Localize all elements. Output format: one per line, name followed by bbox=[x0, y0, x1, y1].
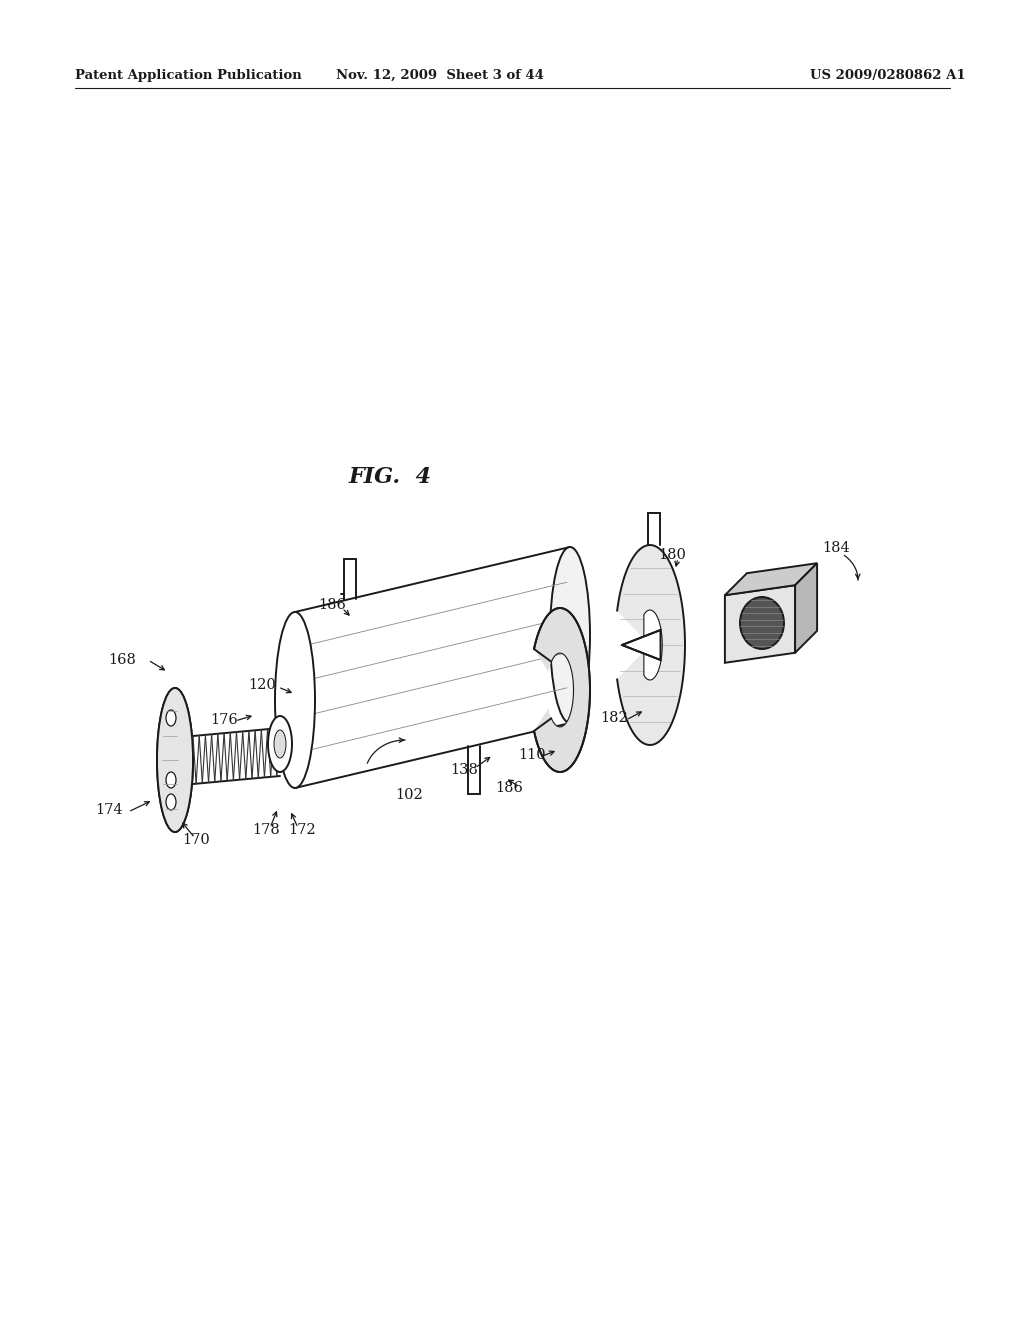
Polygon shape bbox=[617, 545, 685, 744]
Text: Nov. 12, 2009  Sheet 3 of 44: Nov. 12, 2009 Sheet 3 of 44 bbox=[336, 69, 544, 82]
Ellipse shape bbox=[275, 612, 315, 788]
Text: 172: 172 bbox=[288, 822, 315, 837]
Ellipse shape bbox=[166, 795, 176, 810]
Text: US 2009/0280862 A1: US 2009/0280862 A1 bbox=[810, 69, 966, 82]
Text: 168: 168 bbox=[108, 653, 136, 667]
Text: 182: 182 bbox=[600, 711, 628, 725]
Ellipse shape bbox=[157, 688, 193, 832]
Text: 184: 184 bbox=[822, 541, 850, 554]
Ellipse shape bbox=[166, 772, 176, 788]
Text: 186: 186 bbox=[495, 781, 523, 795]
Text: Patent Application Publication: Patent Application Publication bbox=[75, 69, 302, 82]
Ellipse shape bbox=[268, 715, 292, 772]
Polygon shape bbox=[725, 585, 795, 663]
Text: 180: 180 bbox=[658, 548, 686, 562]
Polygon shape bbox=[157, 688, 193, 832]
Text: 178: 178 bbox=[252, 822, 280, 837]
Ellipse shape bbox=[274, 730, 286, 758]
Polygon shape bbox=[725, 564, 817, 595]
Polygon shape bbox=[795, 564, 817, 653]
Ellipse shape bbox=[550, 546, 590, 723]
Ellipse shape bbox=[166, 710, 176, 726]
Text: 174: 174 bbox=[95, 803, 123, 817]
Text: 102: 102 bbox=[395, 788, 423, 803]
Polygon shape bbox=[644, 610, 663, 680]
Text: 186: 186 bbox=[318, 598, 346, 612]
Text: 170: 170 bbox=[182, 833, 210, 847]
Text: FIG.  4: FIG. 4 bbox=[348, 466, 431, 488]
Text: 176: 176 bbox=[210, 713, 238, 727]
Text: 110: 110 bbox=[518, 748, 546, 762]
Ellipse shape bbox=[740, 597, 784, 649]
Text: 120: 120 bbox=[248, 678, 275, 692]
Polygon shape bbox=[622, 630, 660, 660]
Polygon shape bbox=[535, 609, 590, 772]
Text: 138: 138 bbox=[450, 763, 478, 777]
